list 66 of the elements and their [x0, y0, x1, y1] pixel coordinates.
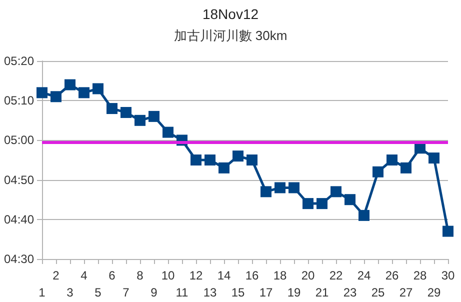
x-tick-label: 19: [287, 286, 301, 300]
x-tick-label: 25: [371, 286, 385, 300]
chart-subtitle: 加古川河川數 30km: [174, 28, 288, 43]
y-tick-label: 05:20: [4, 54, 34, 68]
x-tick-label: 2: [52, 268, 60, 282]
point: [190, 154, 202, 166]
x-tick-label: 16: [245, 268, 259, 282]
y-tick-label: 04:40: [4, 212, 34, 226]
x-tick-label: 1: [38, 286, 46, 300]
y-tick-label: 05:10: [4, 94, 34, 108]
x-tick-label: 9: [150, 286, 158, 300]
point: [36, 87, 48, 98]
x-tick-label: 5: [94, 286, 102, 300]
point: [50, 91, 62, 102]
x-tick-label: 12: [189, 268, 203, 282]
point: [134, 114, 146, 126]
x-tick-label: 4: [80, 268, 88, 282]
x-tick-label: 7: [122, 286, 130, 300]
point: [344, 194, 356, 206]
x-tick-label: 15: [231, 286, 245, 300]
point: [428, 152, 440, 164]
point: [232, 150, 244, 162]
point: [372, 166, 384, 178]
x-tick-label: 26: [385, 268, 399, 282]
x-tick-label: 10: [161, 268, 175, 282]
x-tick-label: 17: [259, 286, 273, 300]
x-tick-label: 8: [136, 268, 144, 282]
point: [78, 87, 90, 98]
point: [64, 79, 76, 90]
point: [162, 126, 174, 138]
x-tick-label: 28: [413, 268, 427, 282]
x-tick-label: 24: [357, 268, 371, 282]
point: [204, 154, 216, 166]
x-tick-label: 29: [427, 286, 441, 300]
point: [260, 186, 272, 198]
x-tick-label: 11: [176, 286, 189, 300]
y-tick-label: 05:00: [4, 133, 34, 148]
point: [330, 186, 342, 198]
x-tick-label: 22: [329, 268, 343, 282]
chart-title: 18Nov12: [202, 6, 259, 22]
point: [400, 162, 412, 174]
x-tick-label: 23: [343, 286, 357, 300]
y-tick-label: 04:30: [4, 252, 34, 266]
x-tick-label: 18: [273, 268, 287, 282]
point: [148, 110, 160, 122]
x-tick-label: 30: [441, 268, 455, 282]
x-tick-label: 13: [203, 286, 217, 300]
x-tick-label: 6: [108, 268, 116, 282]
point: [358, 210, 370, 221]
point: [288, 182, 300, 194]
point: [302, 198, 314, 210]
point: [106, 103, 118, 114]
point: [218, 162, 230, 174]
x-tick-label: 21: [315, 286, 329, 300]
x-tick-label: 14: [217, 268, 231, 282]
x-tick-label: 27: [399, 286, 413, 300]
y-tick-label: 04:50: [4, 172, 34, 187]
point: [442, 226, 454, 237]
point: [274, 182, 286, 194]
x-tick-label: 3: [66, 286, 74, 300]
x-tick-label: 20: [301, 268, 315, 282]
point: [386, 154, 398, 166]
point: [92, 83, 104, 94]
point: [120, 106, 132, 118]
point: [246, 154, 258, 166]
point: [316, 198, 328, 210]
